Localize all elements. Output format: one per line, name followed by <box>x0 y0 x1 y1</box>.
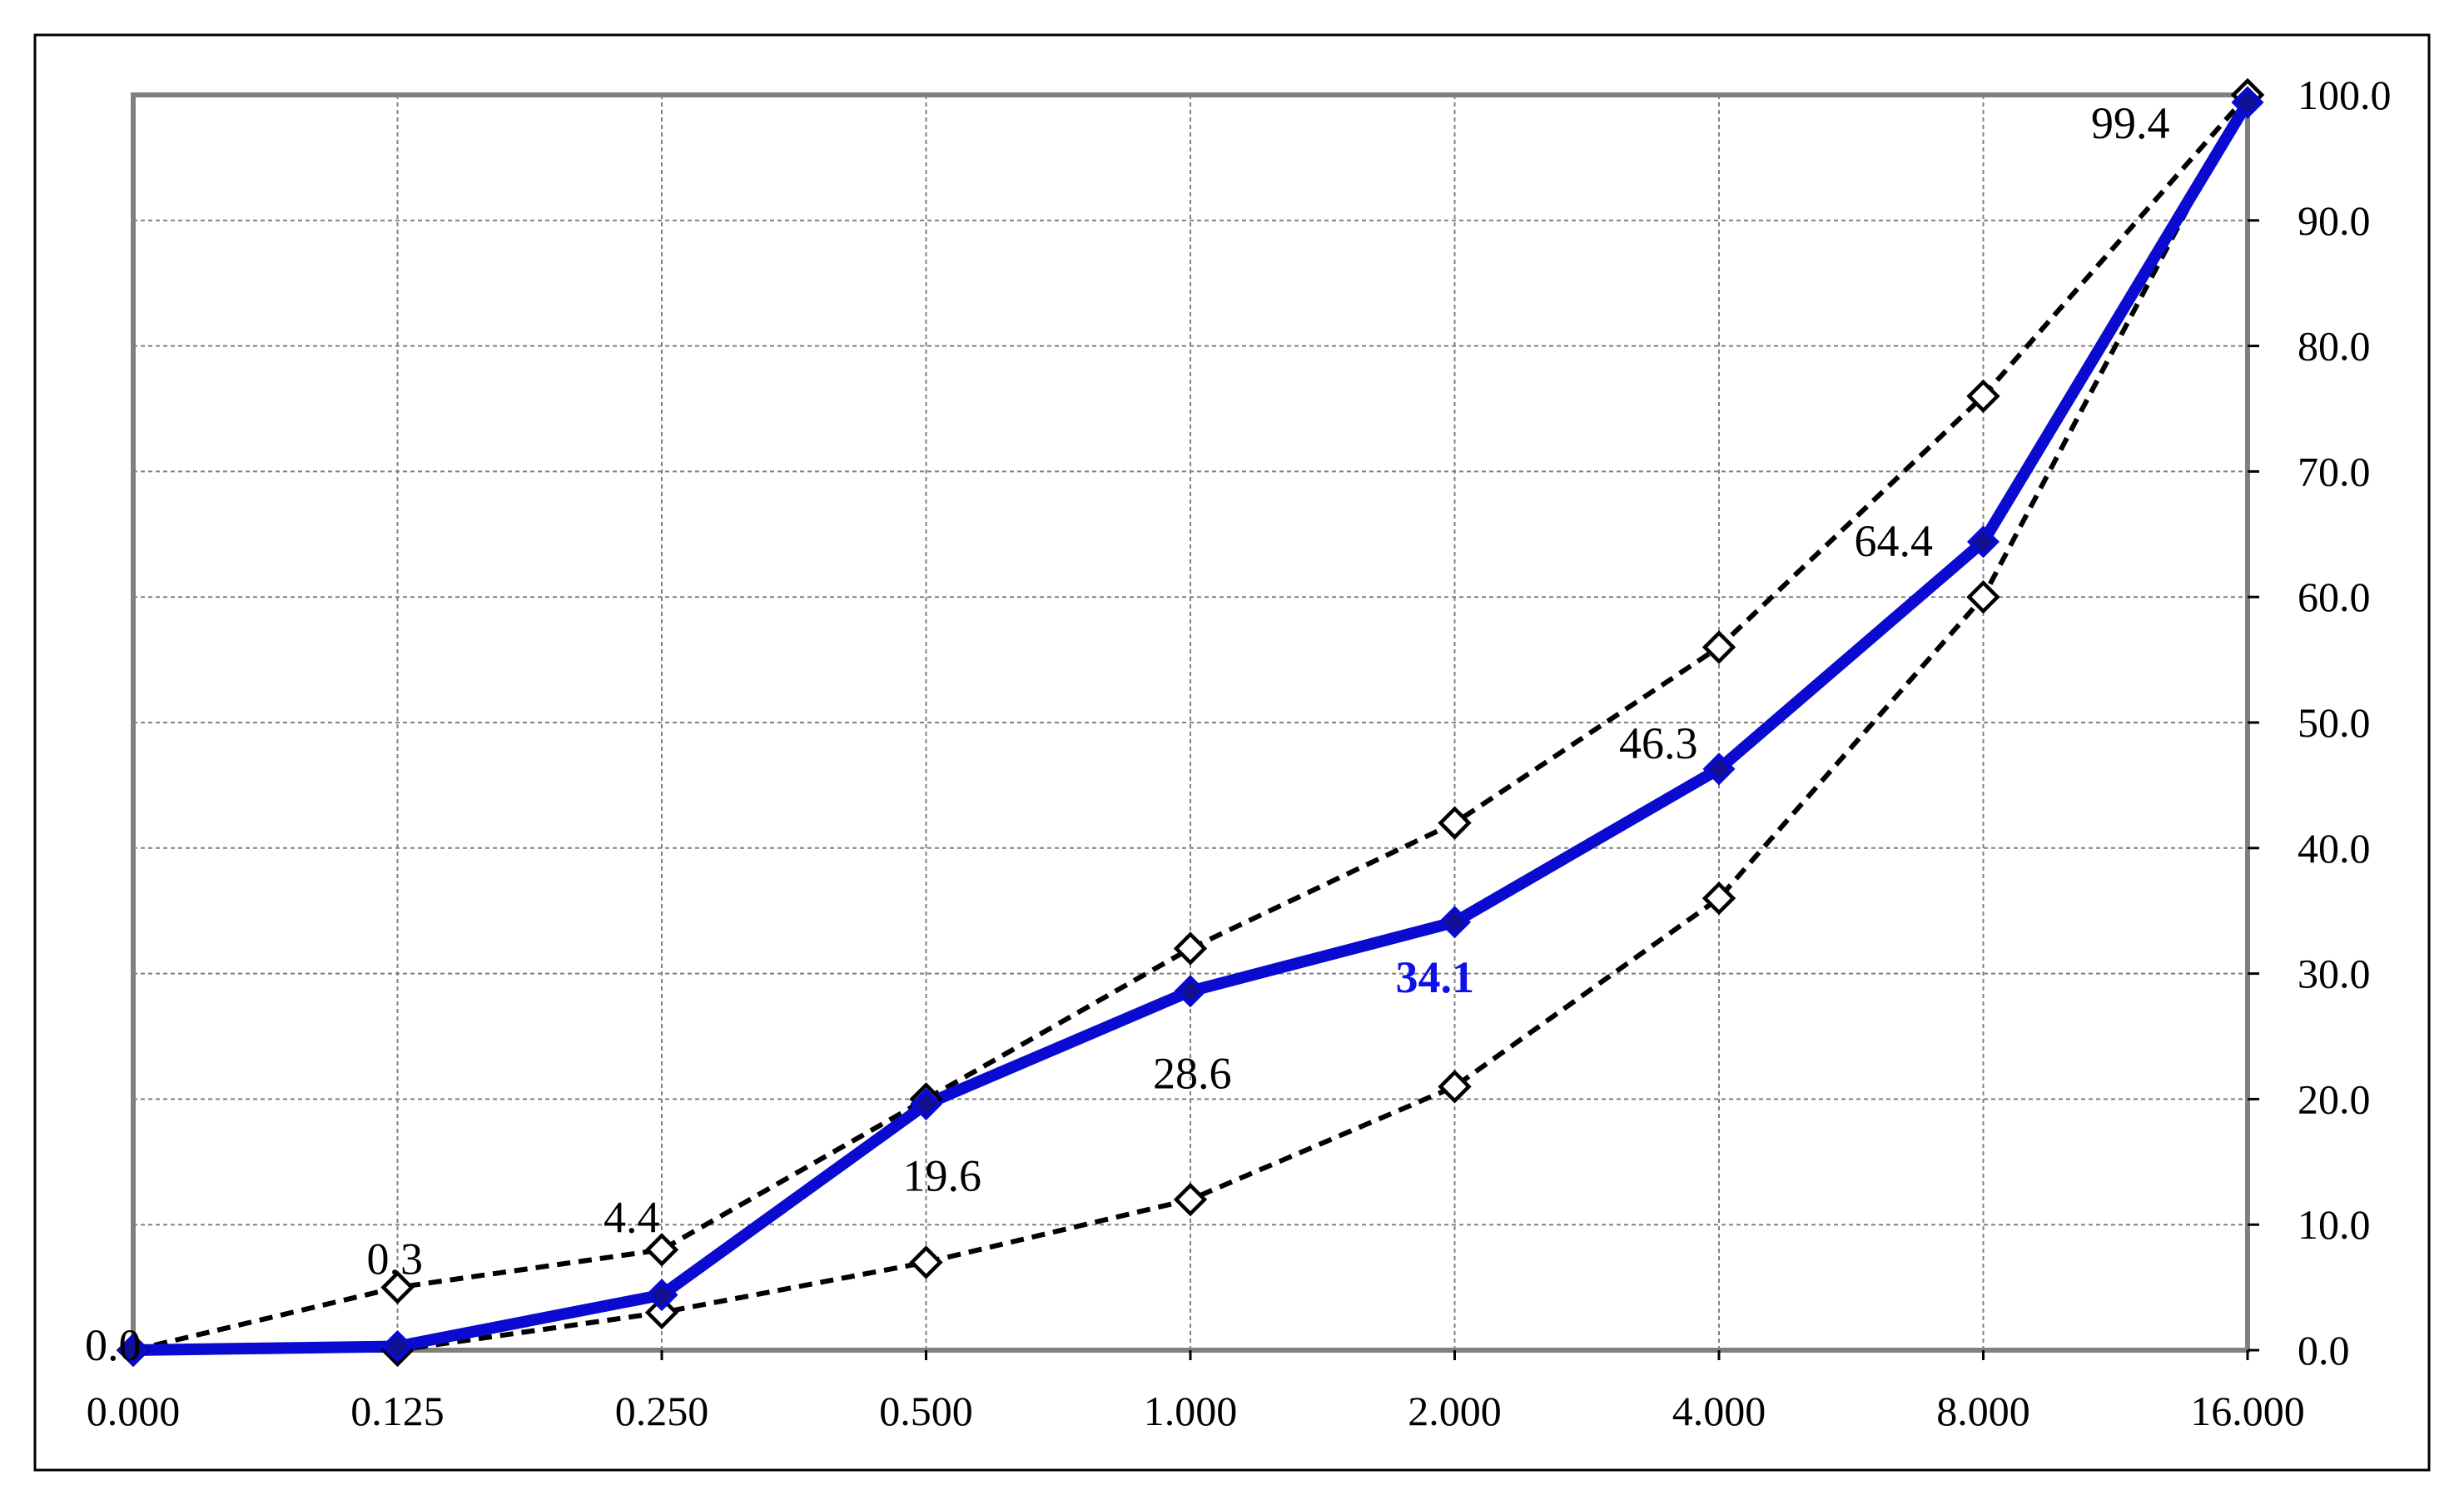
y-axis-tick-labels: 0.0 10.0 20.0 30.0 40.0 50.0 60.0 70.0 80.0 90.0 1… <box>2298 72 2392 1373</box>
limit-series-point <box>1966 580 2000 614</box>
y-tick-label: 30.0 <box>2298 951 2371 997</box>
main-series-point <box>117 1334 150 1367</box>
y-tick-label: 40.0 <box>2298 825 2371 872</box>
data-label: 64.4 <box>1855 516 1934 566</box>
limit-series-point <box>1966 379 2000 414</box>
limit-series-point <box>909 1245 943 1279</box>
y-tick-label: 0.0 <box>2298 1327 2350 1373</box>
y-tick-label: 50.0 <box>2298 699 2371 746</box>
main-series-point <box>380 1329 415 1363</box>
x-tick-label: 0.125 <box>350 1388 445 1434</box>
x-tick-label: 0.500 <box>879 1388 973 1434</box>
main-series-point <box>1966 525 2000 559</box>
limit-series-point <box>1701 630 1736 664</box>
y-tick-label: 60.0 <box>2298 574 2371 620</box>
limit-series-point <box>380 1270 415 1304</box>
main-series-point <box>2231 86 2264 119</box>
data-label: 34.1 <box>1396 952 1475 1002</box>
x-axis-tick-labels: 0.000 0.125 0.250 0.500 1.000 2.000 4.000 8.000… <box>87 1388 2305 1434</box>
data-label: 99.4 <box>2091 98 2170 148</box>
y-tick-label: 10.0 <box>2298 1201 2371 1248</box>
data-label: 4.4 <box>604 1193 660 1243</box>
data-label: 0.3 <box>367 1234 424 1284</box>
x-tick-label: 1.000 <box>1144 1388 1238 1434</box>
limit-series-line <box>132 93 2250 1353</box>
y-tick-label: 100.0 <box>2298 72 2392 118</box>
y-tick-label: 80.0 <box>2298 323 2371 370</box>
x-tick-label: 0.250 <box>615 1388 709 1434</box>
x-tick-label: 0.000 <box>87 1388 181 1434</box>
data-label: 0.0 <box>85 1320 142 1370</box>
y-tick-label: 90.0 <box>2298 197 2371 244</box>
main-series-point <box>645 1279 678 1312</box>
x-tick-label: 4.000 <box>1672 1388 1766 1434</box>
x-tick-label: 2.000 <box>1408 1388 1502 1434</box>
data-labels: 0.0 0.3 4.4 19.6 28.6 34.1 46.3 64.4 99.4 <box>85 98 2170 1370</box>
limit-series-point <box>1173 1182 1208 1217</box>
main-series-point <box>1702 752 1736 786</box>
y-tick-label: 20.0 <box>2298 1075 2371 1122</box>
limit-series-point <box>1438 1070 1472 1104</box>
x-tick-label: 8.000 <box>1936 1388 2030 1434</box>
series-markers <box>116 77 2265 1368</box>
data-label: 28.6 <box>1153 1049 1232 1099</box>
main-series-point <box>1174 975 1207 1008</box>
x-tick-label: 16.000 <box>2190 1388 2305 1434</box>
limit-series-point <box>1438 806 1472 840</box>
gridlines <box>133 95 2248 1350</box>
limit-series-point <box>644 1233 679 1267</box>
limit-series-point <box>644 1295 679 1329</box>
main-series-point <box>909 1087 943 1120</box>
limit-series-point <box>1173 931 1208 966</box>
y-tick-label: 70.0 <box>2298 448 2371 494</box>
main-series-point <box>1438 906 1472 939</box>
data-label: 46.3 <box>1619 718 1698 768</box>
limit-series-point <box>1701 881 1736 916</box>
data-label: 19.6 <box>903 1150 982 1200</box>
